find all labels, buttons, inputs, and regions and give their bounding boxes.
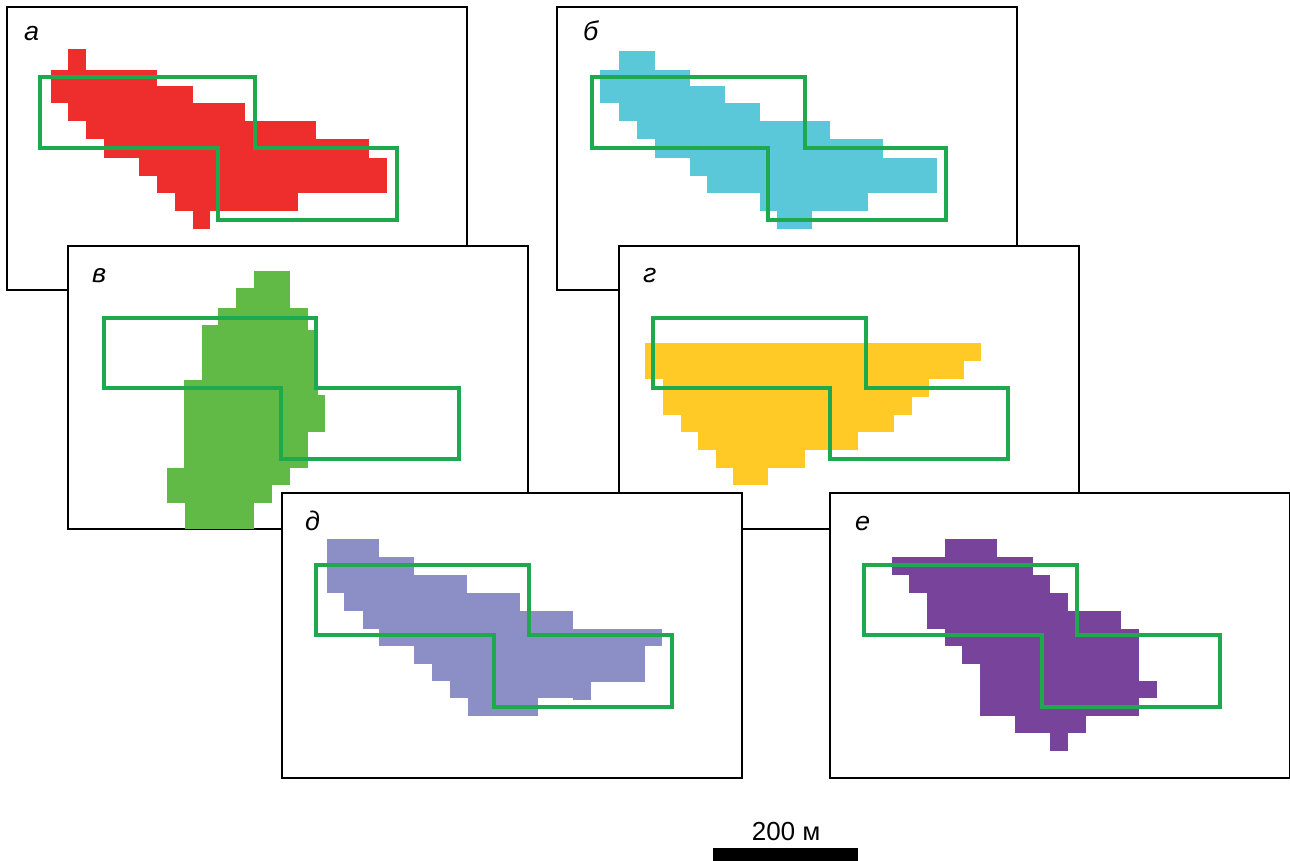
panel-d-outline — [314, 563, 674, 709]
panel-d-region — [327, 539, 662, 716]
panel-d-label: д — [305, 506, 320, 536]
panel-g-outline — [651, 316, 1010, 461]
panel-v-outline — [102, 316, 461, 461]
panel-a-region — [51, 49, 387, 229]
panel-a-label: а — [24, 16, 39, 46]
panel-v-label: в — [92, 258, 106, 288]
panel-g-label: г — [643, 258, 656, 288]
scale-bar-label: 200 м — [752, 816, 820, 846]
panel-a-outline — [38, 75, 399, 222]
panel-d: д — [281, 492, 743, 779]
panel-v: в — [67, 245, 529, 530]
panel-e: е — [829, 492, 1290, 779]
panel-g: г — [618, 245, 1080, 530]
panel-b-label: б — [583, 16, 599, 46]
panel-e-outline — [862, 563, 1222, 709]
panel-b: б — [556, 6, 1018, 291]
panel-e-label: е — [855, 506, 870, 536]
panel-b-region — [600, 51, 937, 229]
panel-g-region — [645, 343, 981, 485]
panel-a: а — [6, 6, 468, 291]
scale-bar-rule — [713, 848, 858, 861]
panel-b-outline — [590, 75, 948, 222]
panel-v-region — [167, 271, 325, 529]
scale-bar: 200 м — [713, 816, 858, 861]
panel-e-region — [892, 539, 1157, 751]
